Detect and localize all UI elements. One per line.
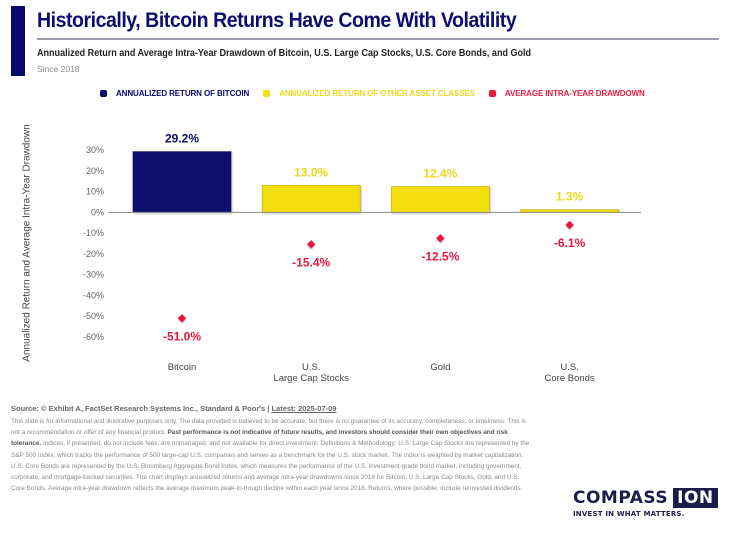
y-tick-label: -30% xyxy=(83,270,104,280)
drawdown-marker xyxy=(306,240,316,249)
legend-item-bitcoin: ANNUALIZED RETURN OF BITCOIN xyxy=(100,89,249,98)
disclaimer-text-2: Indices, if presented, do not include fe… xyxy=(11,440,530,493)
disclaimer: This slide is for informational and illu… xyxy=(11,416,531,494)
legend-swatch-drawdown xyxy=(488,90,496,97)
return-value-label: 12.4% xyxy=(423,167,457,181)
y-tick-label: -40% xyxy=(83,290,104,300)
compass-ion-logo: COMPASS ION INVEST IN WHAT MATTERS. xyxy=(573,488,718,518)
bar-u-s-large-cap-stocks xyxy=(261,185,361,213)
category-label: U.S. xyxy=(560,362,578,373)
latest-date-link[interactable]: Latest: 2025-07-09 xyxy=(271,404,337,413)
source-text: Source: © Exhibit A, FactSet Research Sy… xyxy=(11,404,272,413)
bars xyxy=(132,151,619,213)
drawdown-marker xyxy=(177,314,187,323)
category-label: Core Bonds xyxy=(545,373,595,384)
y-tick-label: 30% xyxy=(86,145,104,155)
drawdown-marker xyxy=(436,234,445,243)
y-tick-label: -10% xyxy=(83,228,104,238)
y-tick-label: -60% xyxy=(83,332,104,342)
y-tick-label: 0% xyxy=(91,207,104,217)
drawdown-value-label: -6.1% xyxy=(554,236,586,250)
chart-legend: ANNUALIZED RETURN OF BITCOIN ANNUALIZED … xyxy=(100,89,659,98)
disclaimer-bold: Past performance is not indicative of fu… xyxy=(11,429,508,448)
disclaimer-text-1: This slide is for informational and illu… xyxy=(11,418,526,437)
legend-label-bitcoin: ANNUALIZED RETURN OF BITCOIN xyxy=(116,89,250,98)
drawdown-value-label: -12.5% xyxy=(421,249,459,263)
legend-swatch-other-assets xyxy=(263,90,271,97)
bar-chart: 30% 20% 10% 0% -10% -20% -30% -40% -50% -60% 29.2… xyxy=(83,132,641,384)
legend-label-drawdown: AVERAGE INTRA-YEAR DRAWDOWN xyxy=(504,89,645,98)
y-tick-label: 20% xyxy=(86,166,104,176)
legend-item-drawdown: AVERAGE INTRA-YEAR DRAWDOWN xyxy=(488,89,645,98)
return-value-label: 13.0% xyxy=(294,165,328,179)
source-line: Source: © Exhibit A, FactSet Research Sy… xyxy=(11,404,337,413)
since-note: Since 2018 xyxy=(37,64,80,74)
return-value-label: 29.2% xyxy=(165,132,199,146)
title-accent-bar xyxy=(11,6,25,76)
logo-wordmark: COMPASS ION xyxy=(573,488,718,508)
legend-swatch-bitcoin xyxy=(100,90,107,97)
category-label: U.S. xyxy=(302,362,320,373)
return-value-label: 1.3% xyxy=(556,190,584,204)
y-tick-label: -50% xyxy=(83,311,104,321)
drawdown-markers xyxy=(177,220,574,323)
logo-tagline: INVEST IN WHAT MATTERS. xyxy=(573,510,685,518)
category-label: Bitcoin xyxy=(168,362,197,373)
category-label: Gold xyxy=(430,362,450,373)
drawdown-value-label: -15.4% xyxy=(292,255,330,269)
category-label: Large Cap Stocks xyxy=(273,373,349,384)
legend-label-other-assets: ANNUALIZED RETURN OF OTHER ASSET CLASSES xyxy=(279,89,475,98)
legend-item-other-assets: ANNUALIZED RETURN OF OTHER ASSET CLASSES xyxy=(263,89,475,98)
y-tick-label: -20% xyxy=(83,249,104,259)
bar-bitcoin xyxy=(132,151,232,213)
value-labels: 29.2% -51.0% 13.0% -15.4% 12.4% -12.5% 1.3% -6.… xyxy=(163,132,586,344)
bar-gold xyxy=(391,186,490,213)
chart-subtitle: Annualized Return and Average Intra-Year… xyxy=(37,47,532,59)
drawdown-value-label: -51.0% xyxy=(163,329,201,343)
title-divider xyxy=(37,38,719,40)
logo-box: ION xyxy=(673,488,718,508)
drawdown-marker xyxy=(565,220,574,230)
y-axis-ticks: 30% 20% 10% 0% -10% -20% -30% -40% -50% -60% xyxy=(83,145,104,342)
logo-word: COMPASS xyxy=(573,488,669,508)
y-tick-label: 10% xyxy=(86,187,104,197)
page-title: Historically, Bitcoin Returns Have Come … xyxy=(37,9,517,32)
